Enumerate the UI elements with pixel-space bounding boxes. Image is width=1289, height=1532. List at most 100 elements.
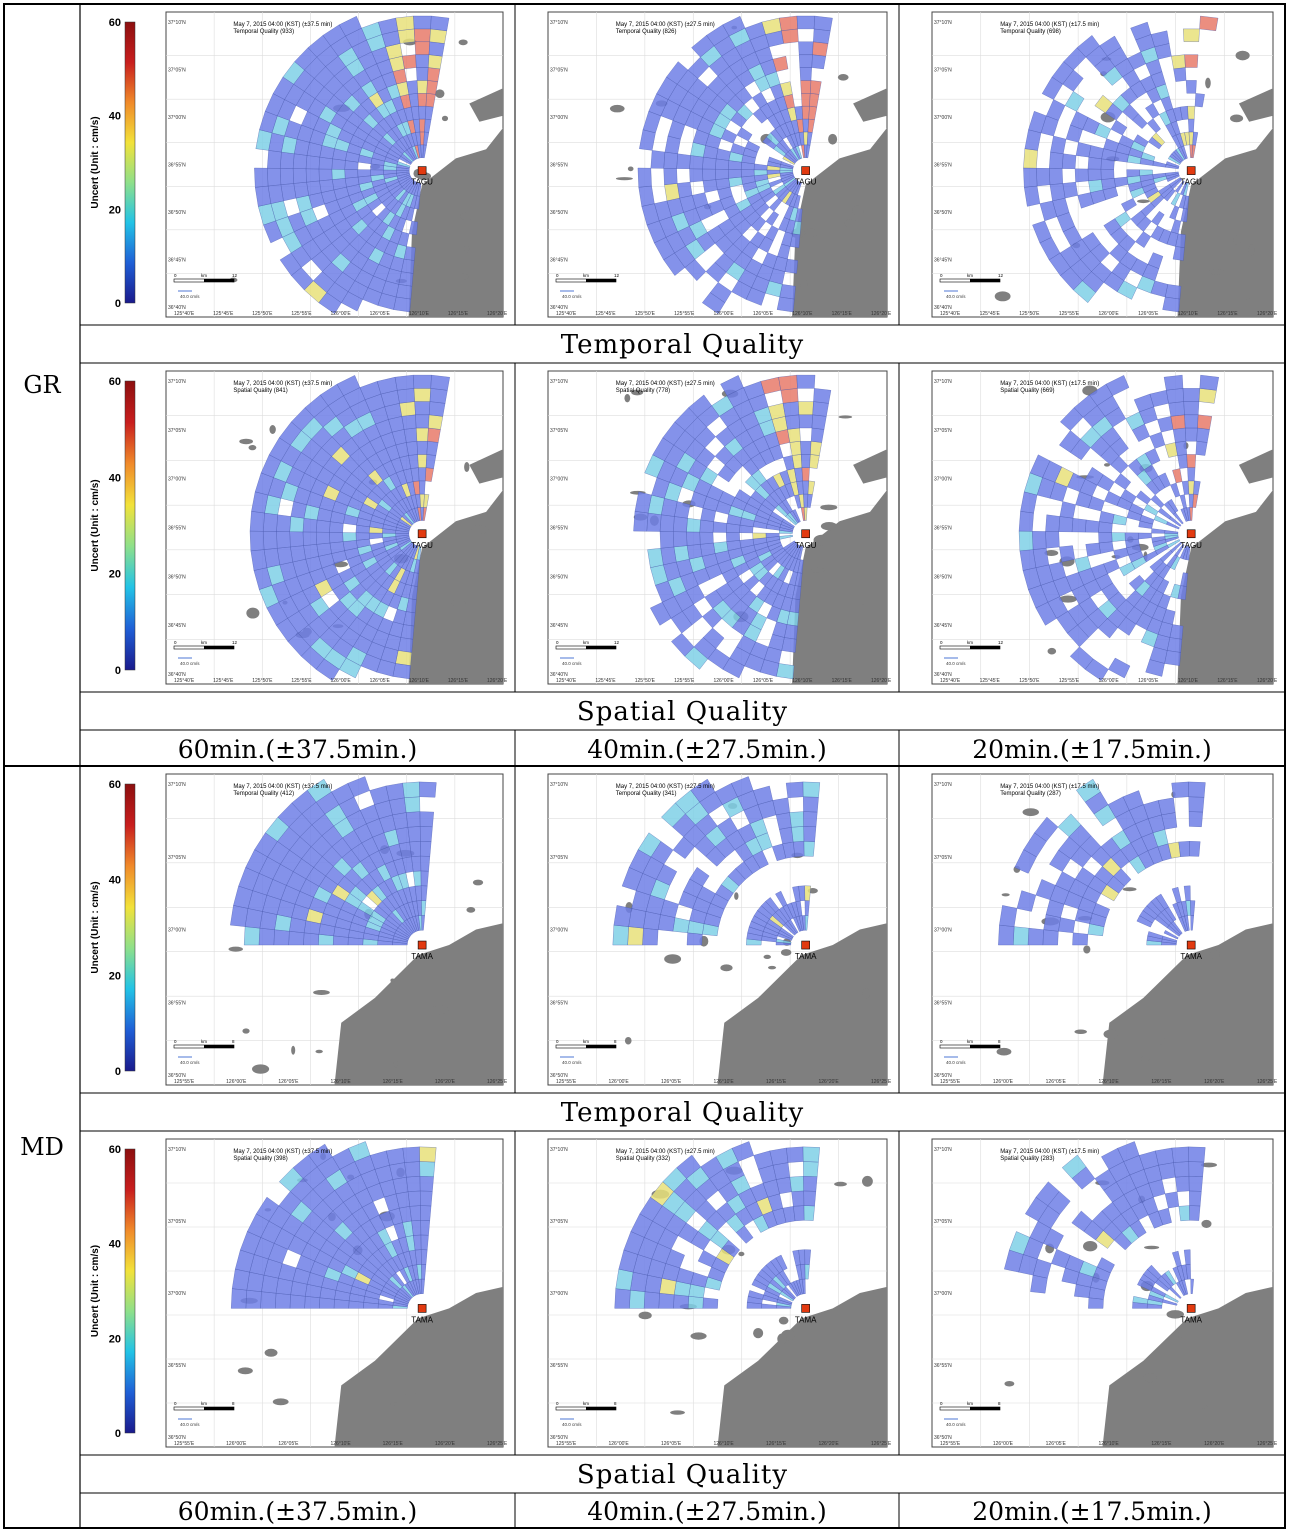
radar-cell (417, 454, 427, 468)
panel-header-time: May 7, 2015 04:00 (KST) (±27.5 min) (616, 784, 715, 790)
radar-cell (673, 1294, 689, 1309)
colorbar (124, 1148, 136, 1434)
radar-cell (776, 296, 795, 313)
station-marker (801, 529, 810, 539)
radar-cell (791, 826, 805, 843)
radar-cell (429, 388, 448, 404)
lat-tick-label: 37°00'N (550, 1291, 568, 1297)
radar-cell (722, 16, 746, 37)
island (1022, 808, 1039, 817)
radar-cell (699, 531, 714, 545)
scale-bar-max: 8 (614, 1039, 617, 1044)
lon-tick-label: 126°00'E (609, 1079, 630, 1085)
scale-bar-max: 8 (998, 1039, 1001, 1044)
radar-cell (643, 911, 661, 930)
island (1140, 1055, 1150, 1062)
lat-tick-label: 36°55'N (550, 1363, 568, 1369)
lat-tick-label: 37°00'N (168, 115, 186, 121)
island (291, 1045, 296, 1055)
scale-bar-unit: km (967, 273, 973, 278)
radar-cell (329, 532, 344, 544)
island (609, 104, 625, 113)
island (459, 273, 469, 280)
land-shape (717, 1286, 887, 1447)
island (624, 1036, 632, 1045)
island (471, 525, 489, 534)
radar-cell (1062, 181, 1078, 199)
lat-tick-label: 37°10'N (934, 20, 952, 26)
lon-tick-label: 126°15'E (1151, 1441, 1172, 1447)
lon-tick-label: 125°55'E (674, 678, 695, 684)
island (800, 278, 808, 290)
lon-tick-label: 126°05'E (370, 311, 391, 317)
colorbar-label: Uncert (Unit : cm/s) (90, 881, 101, 973)
island (615, 177, 633, 181)
radar-cell (1034, 816, 1059, 842)
land-shape (792, 489, 887, 684)
radar-cell (1132, 1296, 1149, 1305)
radar-cell (395, 15, 415, 31)
lat-tick-label: 36°40'N (168, 305, 186, 311)
radar-cell (419, 781, 437, 798)
station-label: TAGU (795, 178, 817, 187)
radar-cell (407, 826, 421, 843)
lat-tick-label: 37°05'N (168, 1219, 186, 1225)
lon-tick-label: 126°00'E (714, 311, 735, 317)
radar-cell (420, 1234, 429, 1251)
lon-tick-label: 126°10'E (1099, 1441, 1120, 1447)
radar-cell (1023, 148, 1038, 169)
station-label: TAMA (1180, 1315, 1202, 1324)
radar-cell (687, 1296, 704, 1309)
radar-cell (260, 1291, 277, 1309)
lat-tick-label: 36°55'N (550, 526, 568, 532)
radar-cell (677, 181, 693, 199)
radar-cell (420, 826, 433, 842)
lon-tick-label: 125°55'E (1059, 311, 1080, 317)
island (738, 1251, 745, 1257)
radar-cell (702, 292, 726, 314)
island (393, 1058, 398, 1068)
radar-cell (428, 41, 445, 57)
island (820, 504, 838, 511)
radar-cell (1194, 93, 1205, 108)
station-marker (417, 529, 427, 539)
radar-cell (1183, 885, 1191, 902)
radar-cell (246, 1271, 265, 1292)
colorbar-tick: 0 (115, 665, 121, 677)
island (1244, 292, 1251, 300)
radar-cell (1099, 35, 1122, 57)
radar-cell (650, 602, 672, 626)
radar-cell (427, 427, 441, 443)
radar-cell (249, 511, 265, 532)
lon-tick-label: 126°25'E (871, 1441, 892, 1447)
radar-cell (1087, 168, 1102, 182)
lon-tick-label: 126°10'E (1178, 311, 1199, 317)
radar-cell (1165, 161, 1180, 168)
lat-tick-label: 36°40'N (168, 672, 186, 678)
radar-cell (331, 158, 346, 170)
island (778, 1316, 789, 1325)
lat-tick-label: 37°10'N (168, 782, 186, 788)
radar-cell (1172, 1250, 1182, 1267)
island (1083, 1240, 1098, 1252)
radar-cell (813, 388, 832, 404)
radar-cell (1122, 790, 1144, 811)
radar-cell (1098, 521, 1113, 533)
radar-cell (261, 1274, 279, 1294)
lon-tick-label: 126°15'E (383, 1441, 404, 1447)
scale-bar-segment (586, 279, 616, 282)
radar-cell (1189, 1190, 1202, 1207)
lon-tick-label: 126°20'E (1257, 678, 1278, 684)
radar-cell (417, 93, 427, 107)
radar-cell (307, 778, 332, 803)
island (804, 228, 819, 237)
radar-cell (686, 544, 703, 560)
lon-tick-label: 126°10'E (792, 311, 813, 317)
lat-tick-label: 36°40'N (550, 672, 568, 678)
radar-cell (1042, 929, 1059, 946)
vector-scale-label: 40.0 cm/s (180, 1422, 200, 1427)
lon-tick-label: 125°55'E (174, 1079, 195, 1085)
radar-cell (673, 545, 690, 563)
radar-cell (785, 781, 804, 798)
scale-bar-max: 8 (232, 1039, 235, 1044)
